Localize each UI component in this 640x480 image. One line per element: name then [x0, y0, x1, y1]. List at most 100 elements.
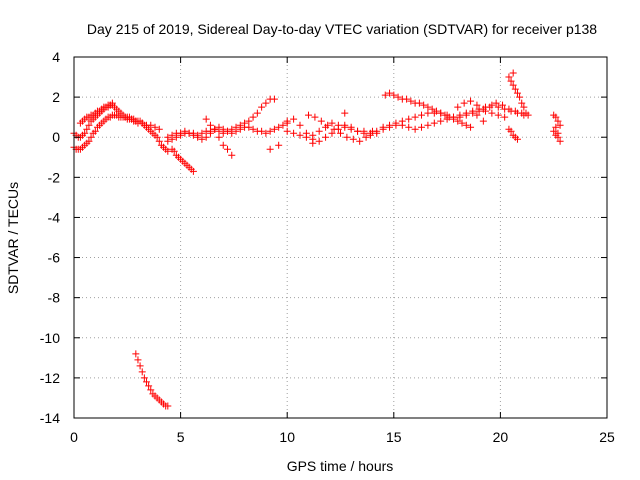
- data-point: [262, 129, 270, 137]
- data-point: [155, 125, 163, 133]
- data-point: [488, 109, 496, 117]
- data-point: [492, 99, 500, 107]
- data-point: [198, 135, 206, 143]
- data-point: [362, 133, 370, 141]
- data-point: [420, 101, 428, 109]
- data-point: [386, 123, 394, 131]
- data-point: [168, 131, 176, 139]
- data-point: [467, 123, 475, 131]
- data-point: [460, 99, 468, 107]
- data-point: [462, 109, 470, 117]
- data-point: [501, 113, 509, 121]
- data-point: [145, 382, 153, 390]
- data-point: [258, 103, 266, 111]
- data-point: [552, 123, 560, 131]
- x-tick-label: 25: [599, 429, 615, 445]
- data-point: [290, 115, 298, 123]
- data-point: [337, 129, 344, 137]
- series-outliers: [266, 69, 517, 153]
- y-tick-label: 0: [52, 129, 60, 145]
- data-point: [140, 374, 148, 382]
- data-point: [164, 147, 172, 155]
- data-point: [415, 99, 423, 107]
- data-point: [85, 121, 93, 129]
- data-point: [418, 123, 426, 131]
- data-point: [309, 139, 317, 147]
- data-point: [507, 127, 515, 135]
- y-tick-label: -6: [48, 250, 61, 266]
- data-point: [245, 123, 253, 131]
- data-point: [366, 131, 374, 139]
- data-point: [134, 356, 142, 364]
- data-point: [462, 121, 470, 129]
- data-point: [270, 125, 278, 133]
- data-point: [349, 135, 357, 143]
- data-point: [556, 137, 564, 145]
- x-tick-label: 0: [70, 429, 78, 445]
- data-point: [554, 129, 562, 137]
- data-point: [479, 117, 487, 125]
- x-tick-label: 5: [177, 429, 185, 445]
- data-point: [428, 105, 436, 113]
- data-point: [290, 129, 298, 137]
- series-track-o: [505, 125, 521, 143]
- series-track-l: [386, 89, 475, 131]
- data-point: [467, 97, 475, 105]
- data-point: [445, 113, 453, 121]
- data-point: [469, 107, 477, 115]
- data-point: [296, 131, 304, 139]
- data-point: [283, 127, 291, 135]
- data-point: [473, 101, 481, 109]
- data-point: [347, 123, 355, 131]
- data-point: [430, 119, 438, 127]
- data-point: [283, 117, 291, 125]
- data-point: [379, 125, 387, 133]
- data-point: [138, 368, 146, 376]
- data-point: [322, 133, 330, 141]
- data-point: [87, 133, 95, 141]
- data-point: [206, 129, 214, 137]
- data-point: [381, 91, 389, 99]
- data-point: [454, 117, 462, 125]
- data-point: [520, 103, 528, 111]
- series-track-d: [132, 350, 172, 410]
- data-point: [228, 129, 236, 137]
- series-track-j: [283, 101, 528, 145]
- data-point: [194, 133, 202, 141]
- data-point: [398, 121, 406, 129]
- grid: [74, 57, 607, 418]
- data-point: [518, 99, 526, 107]
- y-tick-label: -14: [40, 410, 60, 426]
- data-point: [509, 69, 517, 77]
- data-point: [373, 129, 381, 137]
- data-point: [151, 123, 159, 131]
- data-point: [456, 111, 464, 119]
- data-point: [228, 151, 236, 159]
- data-point: [164, 402, 172, 410]
- data-point: [394, 93, 402, 101]
- x-tick-label: 20: [493, 429, 509, 445]
- data-point: [138, 119, 146, 127]
- y-tick-label: 2: [52, 89, 60, 105]
- data-point: [511, 85, 519, 93]
- data-point: [206, 121, 214, 129]
- data-point: [136, 362, 144, 370]
- data-point: [270, 95, 278, 103]
- data-point: [505, 105, 513, 113]
- x-axis-label: GPS time / hours: [287, 458, 394, 474]
- y-tick-label: 4: [52, 49, 60, 65]
- data-point: [505, 73, 513, 81]
- data-point: [219, 141, 227, 149]
- data-point: [253, 109, 261, 117]
- series-track-n: [505, 73, 530, 117]
- data-point: [499, 101, 507, 109]
- plot-frame: [73, 56, 608, 419]
- data-point: [343, 133, 351, 141]
- data-point: [513, 89, 521, 97]
- data-point: [354, 127, 362, 135]
- data-point: [81, 129, 89, 137]
- series-track-b: [70, 111, 163, 153]
- data-point: [330, 125, 338, 133]
- data-point: [494, 111, 502, 119]
